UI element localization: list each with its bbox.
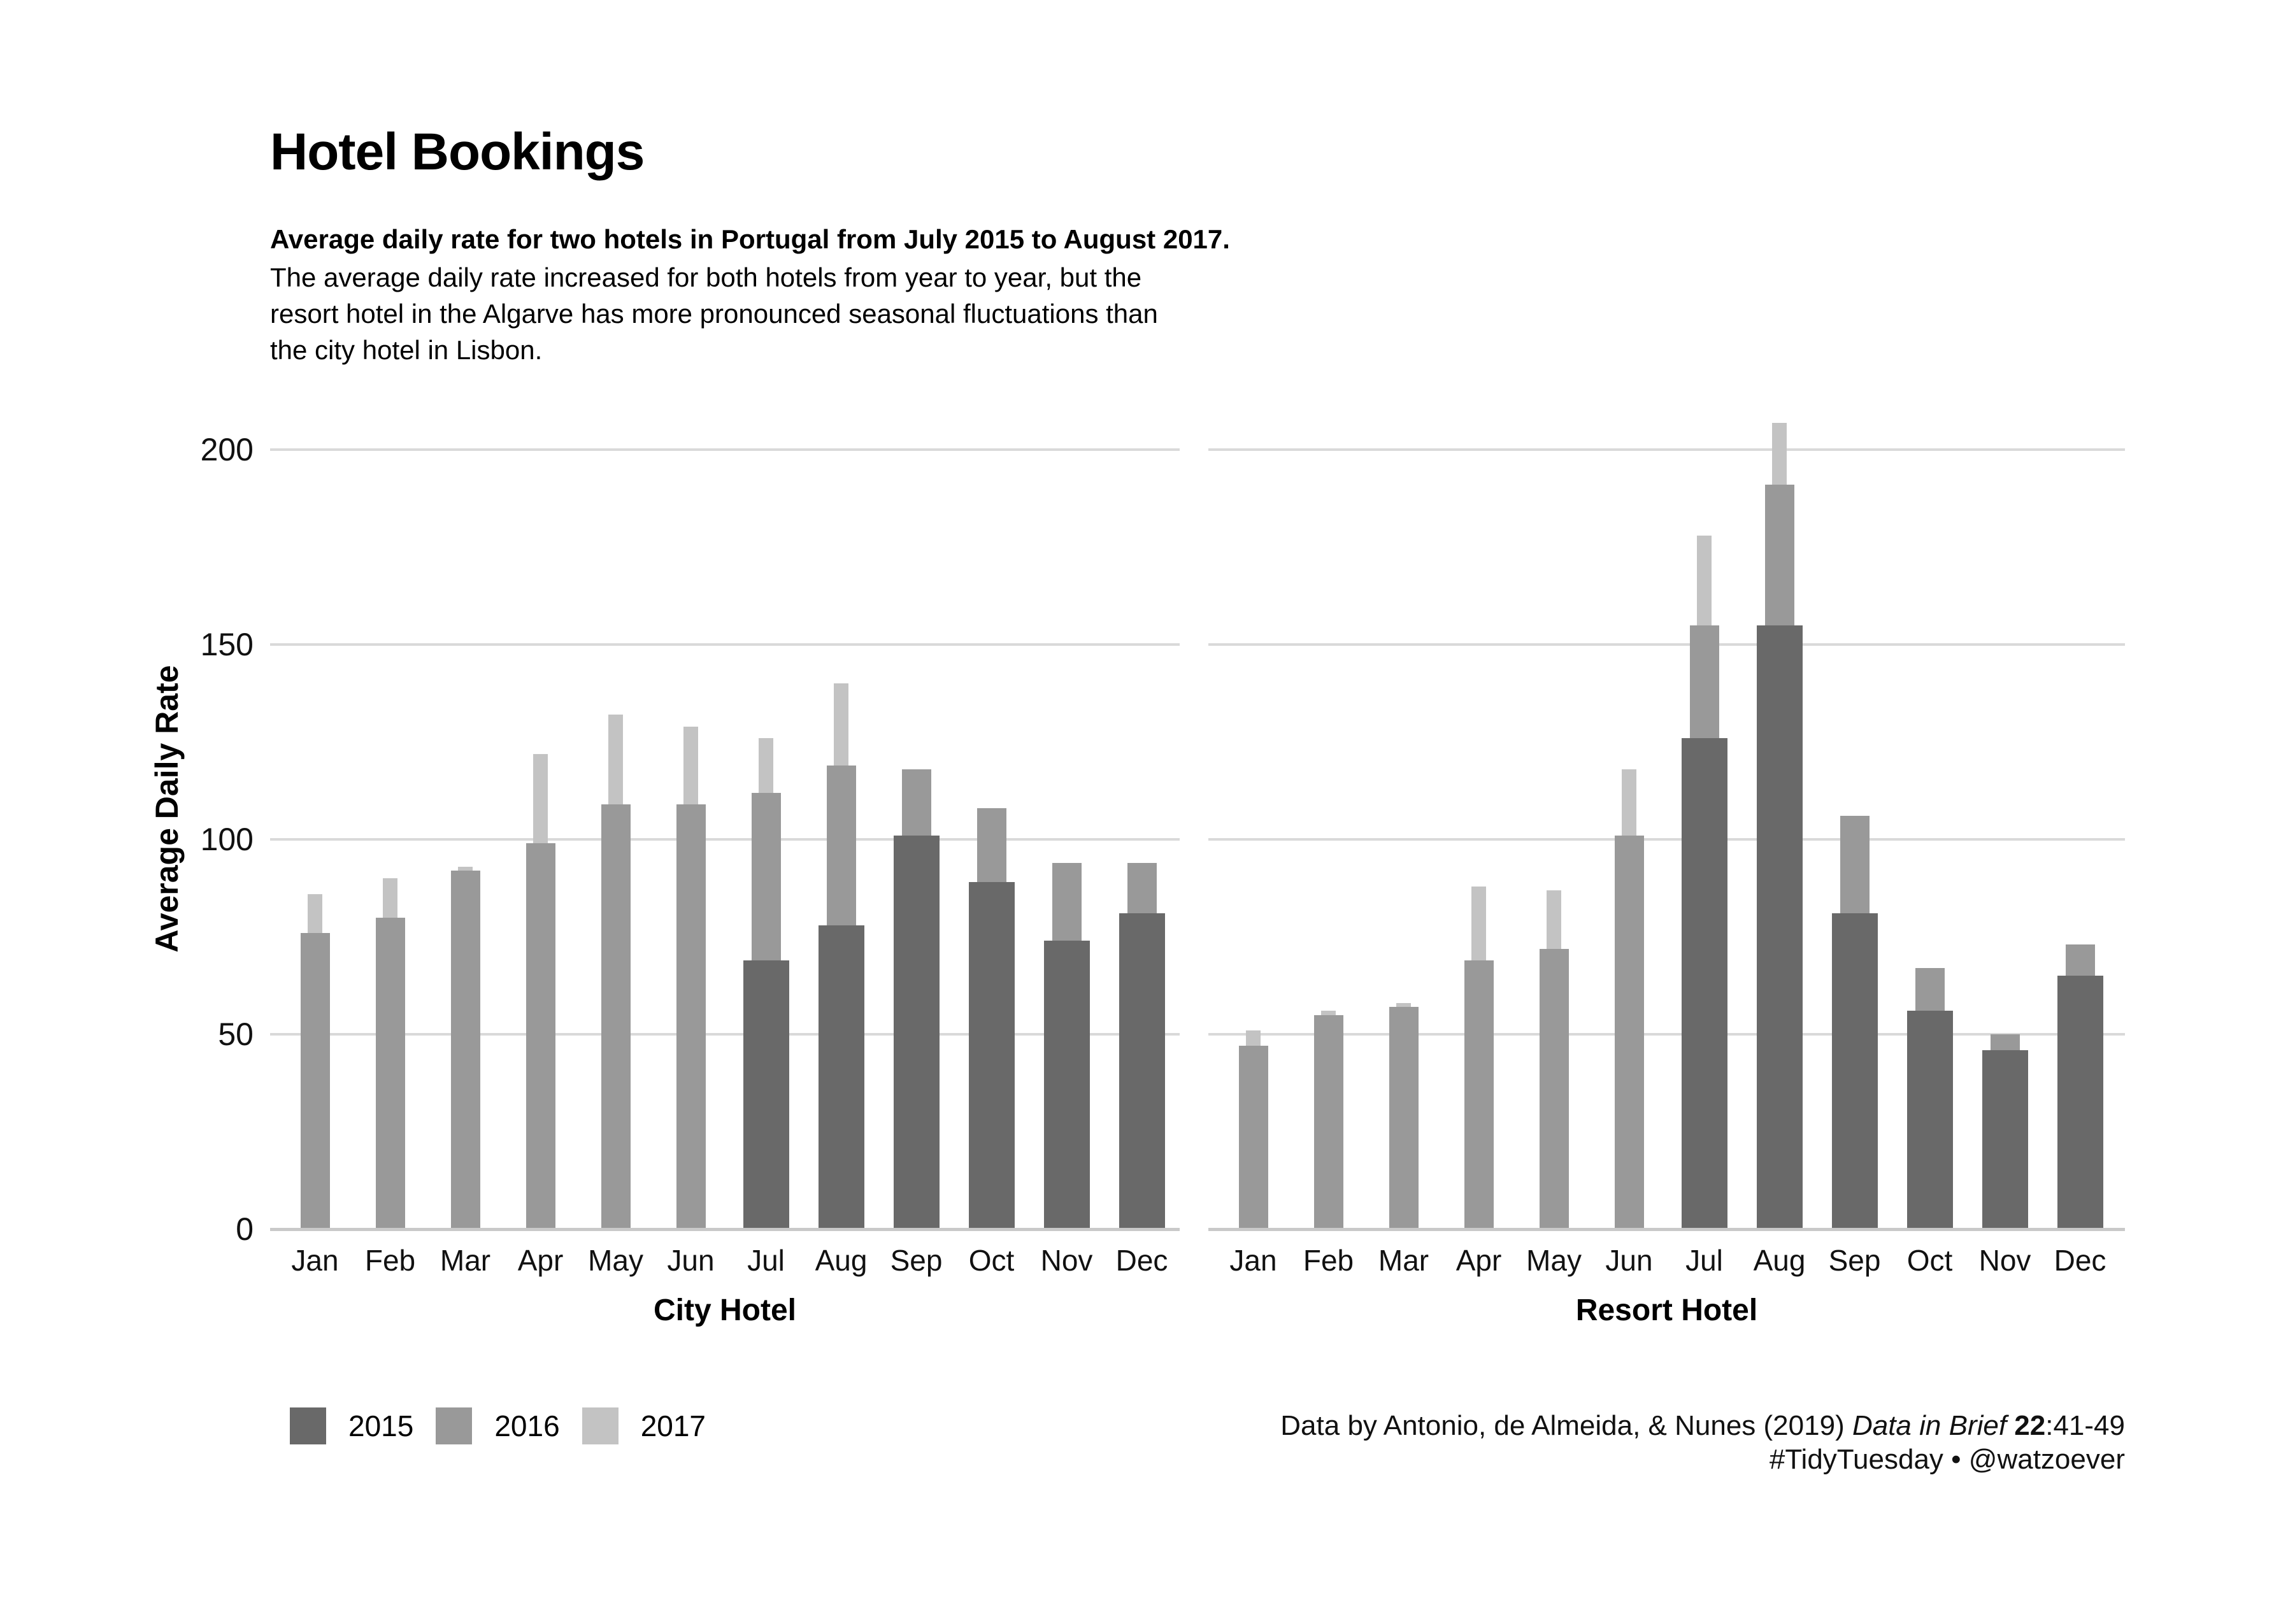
x-tick-label-resort-hotel-sep: Sep — [1828, 1244, 1881, 1277]
x-tick-label-city-hotel-sep: Sep — [890, 1244, 943, 1277]
y-axis-tick-label-200: 200 — [200, 432, 254, 468]
panel-title-resort-hotel: Resort Hotel — [1575, 1293, 1758, 1327]
x-tick-label-resort-hotel-feb: Feb — [1303, 1244, 1354, 1277]
bar-city-hotel-nov-2015 — [1043, 941, 1090, 1230]
chart-subtitle-line: resort hotel in the Algarve has more pro… — [270, 299, 1158, 329]
gridline-resort-hotel-200 — [1208, 448, 2125, 452]
legend-label: 2017 — [640, 1409, 706, 1442]
x-tick-label-city-hotel-may: May — [588, 1244, 643, 1277]
gridline-city-hotel-200 — [270, 448, 1180, 452]
bar-city-hotel-mar-2016 — [450, 871, 480, 1230]
legend-label: 2015 — [348, 1409, 414, 1442]
gridline-city-hotel-50 — [270, 1033, 1180, 1036]
bar-city-hotel-aug-2015 — [818, 925, 864, 1230]
x-tick-label-city-hotel-nov: Nov — [1040, 1244, 1093, 1277]
x-tick-label-resort-hotel-mar: Mar — [1378, 1244, 1429, 1277]
x-tick-label-city-hotel-mar: Mar — [440, 1244, 491, 1277]
y-axis-tick-label-100: 100 — [200, 822, 254, 858]
x-tick-label-city-hotel-jan: Jan — [291, 1244, 339, 1277]
bar-resort-hotel-nov-2015 — [1982, 1050, 2028, 1230]
bar-resort-hotel-jan-2016 — [1238, 1046, 1268, 1230]
legend-label: 2016 — [494, 1409, 560, 1442]
chart-subtitle-line: the city hotel in Lisbon. — [270, 335, 543, 365]
legend-swatch-2015 — [290, 1407, 326, 1444]
legend-item-2016: 2016 — [436, 1407, 560, 1444]
x-tick-label-resort-hotel-aug: Aug — [1753, 1244, 1806, 1277]
caption-line-2: #TidyTuesday • @watzoever — [1769, 1444, 2125, 1475]
bar-city-hotel-sep-2015 — [893, 836, 940, 1230]
bar-resort-hotel-feb-2016 — [1313, 1015, 1343, 1230]
caption-journal-name: Data in Brief — [1852, 1410, 2007, 1441]
x-tick-label-city-hotel-apr: Apr — [517, 1244, 564, 1277]
bar-resort-hotel-aug-2015 — [1756, 625, 1803, 1230]
x-axis-line-city-hotel — [270, 1228, 1180, 1231]
bar-city-hotel-feb-2016 — [375, 917, 405, 1230]
chart-subtitle-bold: Average daily rate for two hotels in Por… — [270, 224, 1230, 254]
caption-line-1: Data by Antonio, de Almeida, & Nunes (20… — [1280, 1410, 2125, 1441]
x-tick-label-city-hotel-jun: Jun — [667, 1244, 715, 1277]
chart-subtitle-line: The average daily rate increased for bot… — [270, 262, 1142, 292]
page-title: Hotel Bookings — [270, 123, 645, 181]
x-tick-label-city-hotel-dec: Dec — [1115, 1244, 1168, 1277]
x-axis-line-resort-hotel — [1208, 1228, 2125, 1231]
x-tick-label-city-hotel-aug: Aug — [815, 1244, 868, 1277]
bar-resort-hotel-jul-2015 — [1681, 738, 1727, 1230]
bar-resort-hotel-may-2016 — [1539, 948, 1569, 1230]
x-tick-label-resort-hotel-jun: Jun — [1605, 1244, 1653, 1277]
bar-city-hotel-jul-2015 — [743, 960, 789, 1230]
bar-city-hotel-oct-2015 — [968, 882, 1015, 1230]
x-tick-label-resort-hotel-nov: Nov — [1978, 1244, 2031, 1277]
data-source-caption: Data by Antonio, de Almeida, & Nunes (20… — [1280, 1409, 2125, 1476]
bar-resort-hotel-oct-2015 — [1906, 1011, 1953, 1230]
x-tick-label-city-hotel-feb: Feb — [364, 1244, 416, 1277]
x-tick-label-city-hotel-oct: Oct — [968, 1244, 1015, 1277]
y-axis-tick-label-0: 0 — [236, 1211, 254, 1247]
chart-legend: 2015 2016 2017 — [290, 1407, 728, 1444]
bar-resort-hotel-dec-2015 — [2057, 976, 2103, 1230]
panel-title-city-hotel: City Hotel — [653, 1293, 796, 1327]
y-axis-tick-label-50: 50 — [218, 1016, 254, 1053]
gridline-city-hotel-100 — [270, 838, 1180, 841]
gridline-resort-hotel-100 — [1208, 838, 2125, 841]
legend-swatch-2016 — [436, 1407, 473, 1444]
bar-city-hotel-jan-2016 — [300, 933, 330, 1230]
y-axis-tick-label-150: 150 — [200, 627, 254, 663]
bar-city-hotel-dec-2015 — [1119, 913, 1165, 1230]
bar-resort-hotel-mar-2016 — [1389, 1007, 1419, 1230]
gridline-resort-hotel-50 — [1208, 1033, 2125, 1036]
bar-resort-hotel-apr-2016 — [1464, 960, 1494, 1230]
x-tick-label-city-hotel-jul: Jul — [747, 1244, 785, 1277]
x-tick-label-resort-hotel-dec: Dec — [2054, 1244, 2106, 1277]
bar-city-hotel-jun-2016 — [676, 804, 706, 1230]
x-tick-label-resort-hotel-apr: Apr — [1455, 1244, 1502, 1277]
legend-item-2015: 2015 — [290, 1407, 413, 1444]
bar-resort-hotel-jun-2016 — [1614, 836, 1644, 1230]
legend-swatch-2017 — [582, 1407, 619, 1444]
x-tick-label-resort-hotel-oct: Oct — [1906, 1244, 1953, 1277]
x-tick-label-resort-hotel-may: May — [1526, 1244, 1582, 1277]
gridline-city-hotel-150 — [270, 643, 1180, 646]
gridline-resort-hotel-150 — [1208, 643, 2125, 646]
caption-volume: 22 — [2006, 1410, 2046, 1441]
bar-city-hotel-apr-2016 — [526, 843, 555, 1230]
x-tick-label-resort-hotel-jul: Jul — [1685, 1244, 1723, 1277]
legend-item-2017: 2017 — [582, 1407, 706, 1444]
bar-resort-hotel-sep-2015 — [1831, 913, 1878, 1230]
y-axis-title: Average Daily Rate — [149, 665, 185, 953]
bar-city-hotel-may-2016 — [601, 804, 631, 1230]
x-tick-label-resort-hotel-jan: Jan — [1229, 1244, 1277, 1277]
